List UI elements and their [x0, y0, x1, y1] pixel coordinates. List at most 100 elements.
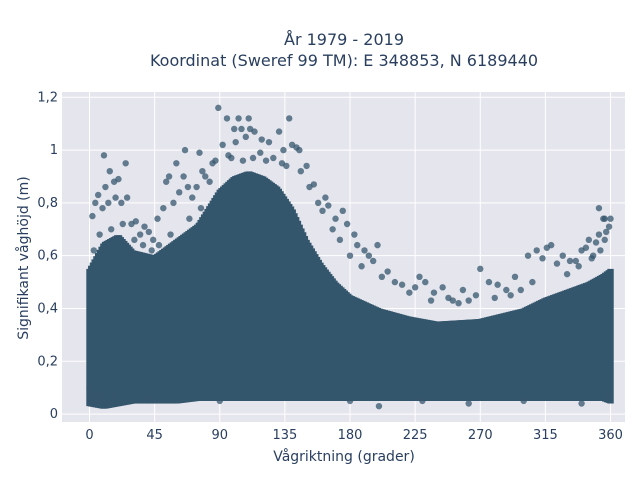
data-point	[585, 236, 593, 244]
data-point	[595, 204, 603, 212]
data-point	[216, 397, 223, 405]
data-point	[283, 162, 290, 170]
data-point	[332, 215, 339, 222]
data-point	[189, 194, 196, 201]
data-point	[286, 115, 293, 122]
x-axis-label: Vågriktning (grader)	[273, 448, 415, 465]
data-points	[86, 104, 614, 410]
x-tick-label: 225	[403, 428, 428, 443]
data-point	[165, 173, 173, 180]
data-point	[99, 204, 106, 212]
data-point	[416, 273, 423, 280]
data-point	[378, 273, 386, 280]
data-point	[369, 257, 377, 265]
y-axis-label: Signifikant våghöjd (m)	[15, 176, 32, 339]
data-point	[202, 173, 209, 180]
data-point	[119, 220, 126, 228]
data-point	[228, 154, 235, 162]
data-point	[503, 286, 510, 294]
data-point	[265, 138, 273, 146]
data-point	[343, 220, 351, 228]
data-point	[219, 141, 226, 148]
data-point	[494, 281, 501, 288]
data-point	[455, 300, 462, 307]
y-tick-labels: 0 0,2 0,4 0,6 0,8 1 1,2	[37, 90, 58, 422]
data-point	[180, 173, 187, 180]
data-point	[553, 260, 561, 267]
data-point	[529, 278, 536, 286]
data-point	[374, 241, 381, 249]
data-point	[411, 284, 419, 291]
chart-title-line1: År 1979 - 2019	[284, 30, 404, 49]
data-point	[524, 252, 532, 259]
data-point	[145, 228, 153, 236]
data-point	[251, 128, 258, 135]
data-point	[539, 255, 546, 262]
data-point	[186, 215, 193, 222]
x-tick-label: 360	[598, 428, 623, 443]
data-point	[131, 236, 138, 244]
data-point	[597, 247, 604, 254]
data-point	[90, 247, 98, 254]
data-point	[184, 183, 192, 191]
data-point	[322, 194, 329, 201]
data-point	[465, 400, 472, 407]
data-point	[358, 263, 365, 270]
data-point	[94, 191, 102, 199]
data-point	[96, 231, 103, 238]
data-point	[427, 297, 435, 304]
y-tick-label: 1	[50, 143, 58, 158]
data-point	[122, 160, 129, 167]
point-cloud-column	[607, 268, 614, 404]
data-point	[575, 263, 582, 270]
data-point	[139, 241, 147, 249]
data-point	[235, 115, 242, 122]
data-point	[155, 241, 163, 249]
data-point	[346, 252, 354, 259]
data-point	[517, 286, 524, 294]
data-point	[533, 247, 540, 254]
data-point	[231, 125, 238, 133]
data-point	[109, 395, 116, 402]
data-point	[102, 183, 109, 191]
data-point	[176, 189, 183, 196]
data-point	[296, 146, 303, 154]
data-point	[105, 199, 112, 207]
data-point	[170, 199, 177, 207]
chart-title-line2: Koordinat (Sweref 99 TM): E 348853, N 61…	[150, 51, 538, 70]
data-point	[275, 128, 283, 135]
data-point	[297, 168, 305, 175]
data-point	[346, 397, 354, 405]
x-tick-labels: 0 45 90 135 180 225 270 315 360	[85, 428, 623, 443]
data-point	[212, 157, 219, 164]
data-point	[108, 226, 115, 233]
data-point	[196, 149, 203, 156]
y-tick-label: 0,2	[37, 354, 58, 369]
data-point	[167, 231, 174, 238]
x-tick-label: 90	[211, 428, 228, 443]
data-point	[262, 157, 270, 164]
data-point	[206, 178, 213, 185]
data-point	[249, 154, 257, 162]
data-point	[592, 239, 600, 246]
data-point	[106, 168, 113, 175]
data-point	[87, 395, 95, 402]
data-point	[375, 402, 383, 410]
data-point	[245, 115, 252, 122]
data-point	[141, 223, 148, 230]
data-point	[439, 284, 446, 291]
data-point	[398, 281, 406, 288]
x-tick-label: 270	[468, 428, 493, 443]
x-tick-label: 0	[85, 428, 93, 443]
data-point	[154, 215, 161, 222]
data-point	[163, 178, 170, 185]
data-point	[197, 204, 205, 212]
data-point	[148, 247, 155, 254]
data-point	[149, 236, 157, 244]
y-tick-label: 0	[50, 407, 58, 422]
data-point	[110, 178, 118, 185]
data-point	[232, 138, 239, 146]
data-point	[601, 215, 608, 222]
data-point	[239, 157, 247, 164]
